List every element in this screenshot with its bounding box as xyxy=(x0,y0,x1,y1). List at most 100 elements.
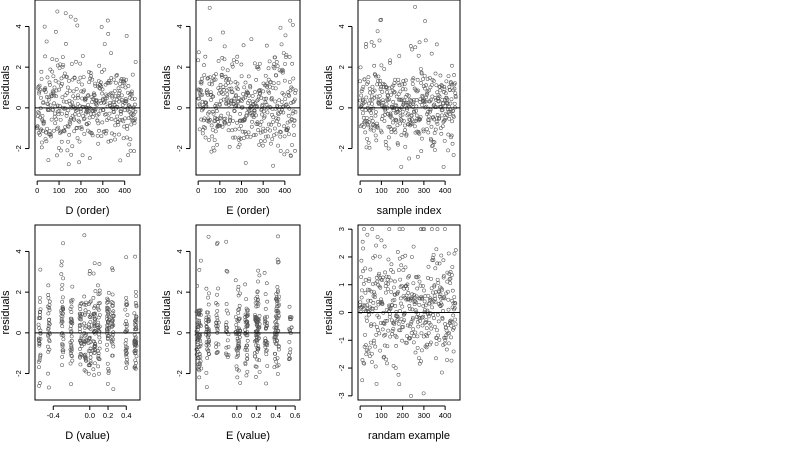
data-point xyxy=(374,138,379,143)
data-point xyxy=(428,340,433,345)
data-point xyxy=(270,137,275,142)
data-point xyxy=(368,98,373,103)
x-tick-label: 100 xyxy=(375,186,388,195)
data-point xyxy=(241,96,246,101)
data-point xyxy=(396,142,400,147)
data-point xyxy=(87,269,92,273)
data-point xyxy=(60,363,64,367)
data-point xyxy=(226,80,230,85)
data-point xyxy=(49,117,54,122)
data-point xyxy=(434,42,439,47)
data-point xyxy=(97,63,102,68)
plot-frame xyxy=(34,224,141,401)
data-point xyxy=(372,63,377,68)
data-point xyxy=(362,227,366,232)
data-point xyxy=(291,76,296,81)
data-point xyxy=(363,100,367,104)
data-point xyxy=(105,323,110,328)
data-point xyxy=(397,328,401,333)
data-point xyxy=(379,63,384,68)
data-point xyxy=(423,19,427,24)
data-point xyxy=(102,42,107,47)
data-point xyxy=(220,66,225,71)
data-point xyxy=(203,135,208,140)
data-point xyxy=(368,267,373,272)
data-point xyxy=(84,324,89,329)
data-point xyxy=(444,79,449,84)
data-point xyxy=(284,53,289,57)
data-point xyxy=(275,285,280,289)
data-point xyxy=(364,45,368,49)
data-point xyxy=(290,143,294,147)
data-point xyxy=(396,290,400,294)
data-point xyxy=(435,328,439,333)
data-point xyxy=(132,311,137,316)
data-point xyxy=(239,74,244,79)
data-point xyxy=(78,362,83,367)
data-point xyxy=(87,80,92,85)
data-point xyxy=(435,116,439,121)
data-point xyxy=(368,340,373,345)
data-point xyxy=(379,297,383,302)
data-point xyxy=(132,327,137,332)
data-point xyxy=(398,117,403,122)
data-point xyxy=(96,349,100,353)
data-point xyxy=(204,343,209,347)
data-point xyxy=(424,127,429,131)
data-point xyxy=(388,334,393,339)
data-point xyxy=(60,324,65,329)
data-point xyxy=(89,111,93,116)
data-point xyxy=(83,352,88,357)
data-point xyxy=(400,227,405,232)
y-tick-label: -2 xyxy=(175,370,184,377)
data-point xyxy=(93,289,98,294)
data-point xyxy=(257,142,262,147)
data-point xyxy=(64,113,69,118)
data-point xyxy=(376,74,381,79)
data-point xyxy=(398,113,403,118)
data-point xyxy=(244,333,249,338)
data-point xyxy=(396,92,401,97)
data-point xyxy=(375,328,380,332)
data-point xyxy=(450,141,455,146)
data-point xyxy=(128,137,133,142)
y-tick-label: 0 xyxy=(14,331,23,335)
data-point xyxy=(408,321,413,326)
data-point xyxy=(123,349,128,353)
data-point xyxy=(38,267,43,272)
data-point xyxy=(375,29,380,34)
data-point xyxy=(256,268,261,273)
x-tick-label: 200 xyxy=(75,186,88,195)
data-point xyxy=(37,295,42,300)
data-point xyxy=(250,119,254,124)
data-point xyxy=(77,160,81,165)
data-point xyxy=(114,80,118,85)
data-point xyxy=(369,351,374,356)
data-point xyxy=(98,80,103,85)
data-point xyxy=(363,266,368,271)
data-point xyxy=(253,132,258,137)
data-point xyxy=(247,98,252,103)
data-point xyxy=(233,278,238,283)
data-point xyxy=(237,303,242,308)
data-point xyxy=(269,141,273,146)
data-point xyxy=(293,88,298,93)
data-point xyxy=(381,355,386,360)
data-point xyxy=(365,303,370,307)
data-point xyxy=(198,338,202,343)
y-tick-label: -3 xyxy=(337,392,346,399)
data-point xyxy=(275,311,280,315)
data-point xyxy=(245,110,250,115)
data-point xyxy=(89,74,93,79)
data-point xyxy=(260,102,265,107)
data-point xyxy=(82,132,87,136)
data-point xyxy=(230,90,235,95)
data-point xyxy=(386,275,391,279)
data-point xyxy=(265,314,269,319)
data-point xyxy=(214,324,219,329)
data-point xyxy=(67,133,72,137)
data-point xyxy=(225,76,229,81)
data-point xyxy=(374,243,378,248)
data-point xyxy=(430,94,435,99)
